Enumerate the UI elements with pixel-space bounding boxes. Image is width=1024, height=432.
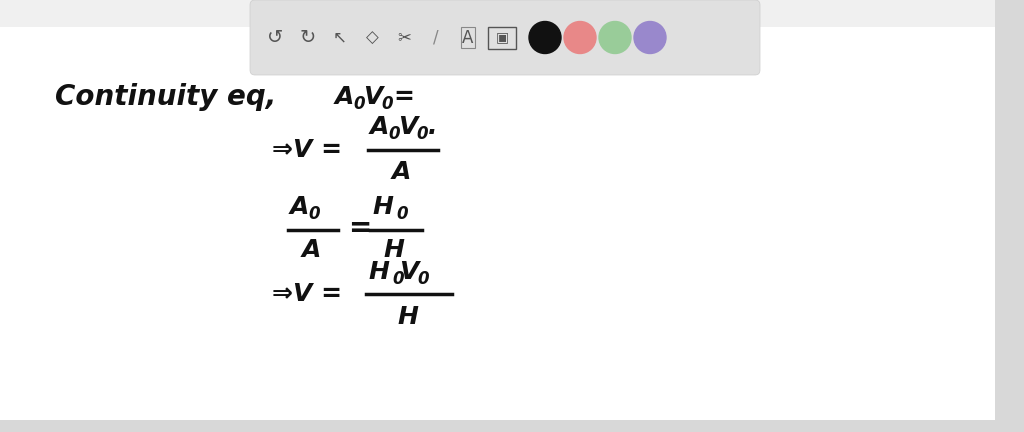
Bar: [995, 0, 1024, 432]
Text: ▣: ▣: [496, 31, 509, 44]
Text: 0: 0: [381, 95, 392, 113]
Text: =: =: [348, 214, 372, 242]
Text: 0: 0: [353, 95, 365, 113]
Text: ◇: ◇: [366, 29, 379, 47]
Text: ✂: ✂: [397, 29, 411, 47]
Text: A: A: [392, 160, 412, 184]
Text: H: H: [368, 260, 389, 284]
Text: A: A: [462, 29, 474, 47]
Text: A: A: [290, 195, 309, 219]
Text: .: .: [428, 115, 437, 139]
Circle shape: [529, 22, 561, 54]
Text: 0: 0: [308, 205, 319, 223]
Text: V: V: [362, 85, 382, 109]
Text: ↺: ↺: [267, 28, 284, 47]
Text: 0: 0: [388, 125, 399, 143]
Text: H: H: [372, 195, 393, 219]
Text: 0: 0: [417, 270, 429, 288]
Text: H: H: [383, 238, 403, 262]
Text: Continuity eq,: Continuity eq,: [55, 83, 276, 111]
Text: V: V: [399, 260, 419, 284]
Text: 0: 0: [396, 205, 408, 223]
Text: H: H: [397, 305, 418, 329]
Text: 0: 0: [416, 125, 428, 143]
Text: ⇒V =: ⇒V =: [272, 282, 342, 306]
Bar: [0, 420, 995, 432]
Text: A: A: [335, 85, 354, 109]
Text: ↖: ↖: [333, 29, 347, 47]
Text: A: A: [370, 115, 389, 139]
Text: /: /: [433, 29, 439, 47]
Bar: [488, 27, 516, 49]
Text: A: A: [302, 238, 322, 262]
Circle shape: [564, 22, 596, 54]
Circle shape: [634, 22, 666, 54]
Text: 0: 0: [392, 270, 403, 288]
FancyBboxPatch shape: [250, 0, 760, 75]
Text: ⇒V =: ⇒V =: [272, 138, 342, 162]
Text: =: =: [393, 85, 414, 109]
Circle shape: [599, 22, 631, 54]
Text: ↻: ↻: [300, 28, 316, 47]
Text: V: V: [398, 115, 418, 139]
